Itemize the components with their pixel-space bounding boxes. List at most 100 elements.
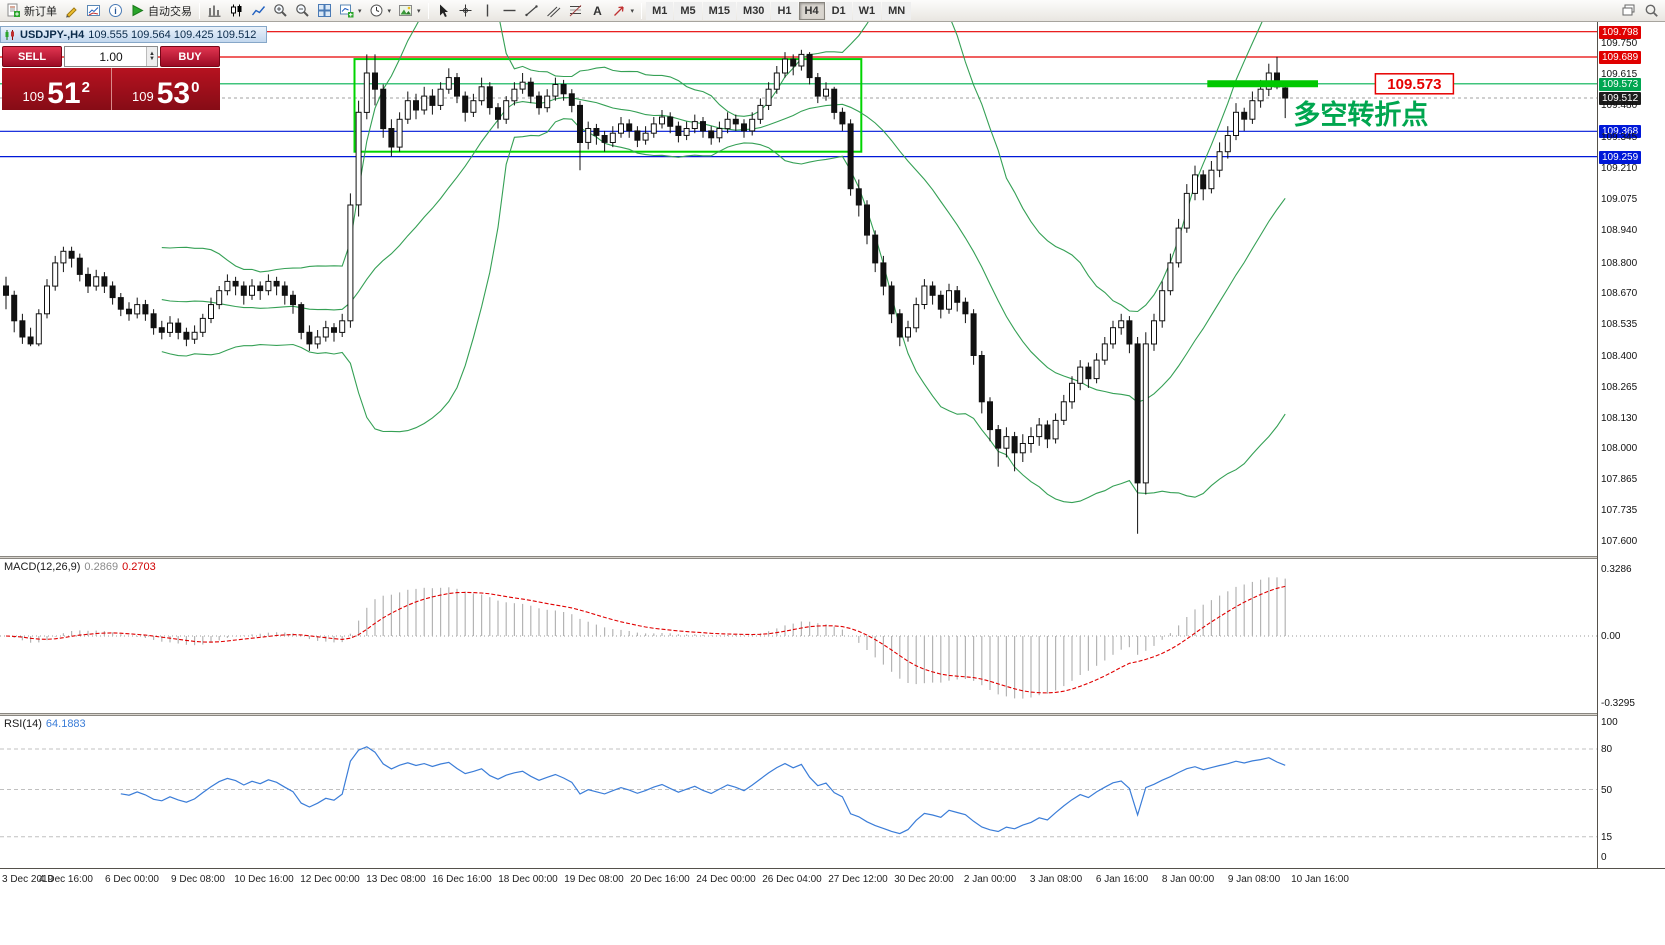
tile-windows-icon <box>318 4 331 17</box>
new-order-icon <box>7 3 20 17</box>
restore-window-button[interactable] <box>1618 1 1639 21</box>
bid-pip-digit: 2 <box>81 79 90 96</box>
chart-window[interactable]: 多空转折点 109.573 3 Dec 2019 4 Dec 16:00 6 Dec … <box>0 22 1665 945</box>
new-order-label: 新订单 <box>24 5 57 18</box>
pencil-icon <box>66 7 77 18</box>
time-axis[interactable]: 3 Dec 2019 4 Dec 16:00 6 Dec 00:00 9 Dec 08… <box>0 868 1665 945</box>
sell-button[interactable]: SELL <box>2 46 62 67</box>
volume-spinner[interactable]: ▲ ▼ <box>146 47 157 66</box>
panel-separator[interactable] <box>0 556 1665 559</box>
macd-panel[interactable] <box>0 559 1597 713</box>
trendline-button[interactable] <box>521 1 542 21</box>
bid-main-digits: 51 <box>47 77 81 110</box>
bar-chart-button[interactable] <box>204 1 225 21</box>
candlesticks[interactable] <box>3 49 1289 534</box>
trendline-icon <box>524 5 538 17</box>
buy-button[interactable]: BUY <box>160 46 220 67</box>
chart-title-bar[interactable]: USDJPY-,H4 109.555 109.564 109.425 109.5… <box>0 26 268 43</box>
consolidation-rectangle[interactable] <box>353 58 863 153</box>
help-button[interactable]: i <box>105 1 126 21</box>
price-scale[interactable]: 109.798 109.750 109.689 109.615 109.573 109.5… <box>1597 22 1665 868</box>
fibonacci-button[interactable] <box>565 1 586 21</box>
market-watch-button[interactable] <box>83 1 104 21</box>
timeframes-button[interactable]: ▾ <box>366 1 395 21</box>
autotrading-label: 自动交易 <box>148 5 192 18</box>
autotrading-button[interactable]: 自动交易 <box>127 1 195 21</box>
price-scale-label: 109.075 <box>1601 194 1638 206</box>
macd-scale-label: -0.3295 <box>1601 698 1635 709</box>
crosshair-button[interactable] <box>455 1 476 21</box>
bar-chart-icon <box>208 5 221 17</box>
vertical-line-icon <box>486 4 488 17</box>
time-axis-label: 27 Dec 12:00 <box>828 874 888 885</box>
period-m1-button[interactable]: M1 <box>646 1 674 20</box>
cursor-icon <box>439 4 448 17</box>
rsi-value: 64.1883 <box>45 718 86 730</box>
time-axis-label: 20 Dec 16:00 <box>630 874 690 885</box>
main-toolbar: 新订单 i 自动交易 <box>0 0 1665 22</box>
rsi-panel[interactable] <box>0 716 1597 868</box>
volume-value: 1.00 <box>99 49 123 64</box>
cursor-button[interactable] <box>433 1 454 21</box>
macd-signal-value: 0.2703 <box>122 561 156 573</box>
time-axis-label: 10 Jan 16:00 <box>1291 874 1349 885</box>
bollinger-lower-band[interactable] <box>161 118 1286 504</box>
period-m15-button[interactable]: M15 <box>702 1 737 20</box>
line-chart-button[interactable] <box>248 1 269 21</box>
panel-separator[interactable] <box>0 713 1665 716</box>
arrows-button[interactable]: ▾ <box>609 1 638 21</box>
bollinger-upper-band[interactable] <box>161 22 1285 313</box>
main-price-chart[interactable]: 多空转折点 109.573 <box>0 22 1597 556</box>
macd-signal-line <box>5 585 1286 694</box>
time-axis-label: 13 Dec 08:00 <box>366 874 426 885</box>
period-h4-button[interactable]: H4 <box>798 1 825 20</box>
price-scale-label: 109.750 <box>1601 37 1638 49</box>
chevron-down-icon: ▾ <box>387 7 392 15</box>
period-m5-button[interactable]: M5 <box>674 1 702 20</box>
tile-windows-button[interactable] <box>314 1 335 21</box>
candlestick-chart-button[interactable] <box>226 1 247 21</box>
rsi-line <box>120 746 1286 835</box>
bid-price-display[interactable]: 109 51 2 <box>2 68 112 110</box>
price-scale-label: 108.800 <box>1601 257 1638 269</box>
price-tag-blue: 109.368 <box>1599 125 1642 139</box>
period-w1-button[interactable]: W1 <box>852 1 882 20</box>
chart-icon <box>5 29 14 40</box>
chart-symbol-period: USDJPY-,H4 <box>20 28 85 41</box>
chevron-down-icon: ▾ <box>417 7 421 15</box>
zoom-in-button[interactable] <box>270 1 291 21</box>
chevron-down-icon: ▾ <box>630 7 635 15</box>
vertical-line-button[interactable] <box>477 1 498 21</box>
horizontal-line-icon <box>503 9 516 12</box>
search-button[interactable] <box>1641 1 1662 21</box>
time-axis-label: 10 Dec 16:00 <box>234 874 294 885</box>
period-d1-button[interactable]: D1 <box>825 1 852 20</box>
ask-integer: 109 <box>132 89 154 104</box>
text-button[interactable]: A <box>587 1 608 21</box>
templates-button[interactable]: ▾ <box>395 1 424 21</box>
equidistant-channel-button[interactable] <box>543 1 564 21</box>
ask-price-display[interactable]: 109 53 0 <box>111 68 220 110</box>
ask-pip-digit: 0 <box>191 79 200 96</box>
restore-window-icon <box>1622 4 1635 16</box>
new-chart-button[interactable]: ▾ <box>336 1 365 21</box>
time-axis-label: 12 Dec 00:00 <box>300 874 360 885</box>
new-order-button[interactable]: 新订单 <box>3 1 60 21</box>
toolbar-separator <box>641 2 643 19</box>
chart-annotation-text[interactable]: 多空转折点 <box>1293 99 1428 130</box>
svg-text:i: i <box>114 6 117 16</box>
period-mn-button[interactable]: MN <box>882 1 912 20</box>
volume-input[interactable]: 1.00 ▲ ▼ <box>64 46 158 67</box>
price-scale-label: 108.000 <box>1601 443 1638 455</box>
price-scale-label: 108.535 <box>1601 319 1638 331</box>
period-h1-button[interactable]: H1 <box>771 1 798 20</box>
zoom-out-button[interactable] <box>292 1 313 21</box>
chart-title-ohlc: 109.555 109.564 109.425 109.512 <box>88 28 257 41</box>
rsi-scale-label: 15 <box>1601 831 1613 843</box>
price-callout-box[interactable] <box>1374 73 1455 95</box>
metaeditor-button[interactable] <box>61 1 82 21</box>
period-m30-button[interactable]: M30 <box>737 1 771 20</box>
horizontal-line-button[interactable] <box>499 1 520 21</box>
bollinger-middle-band[interactable] <box>161 97 1286 403</box>
